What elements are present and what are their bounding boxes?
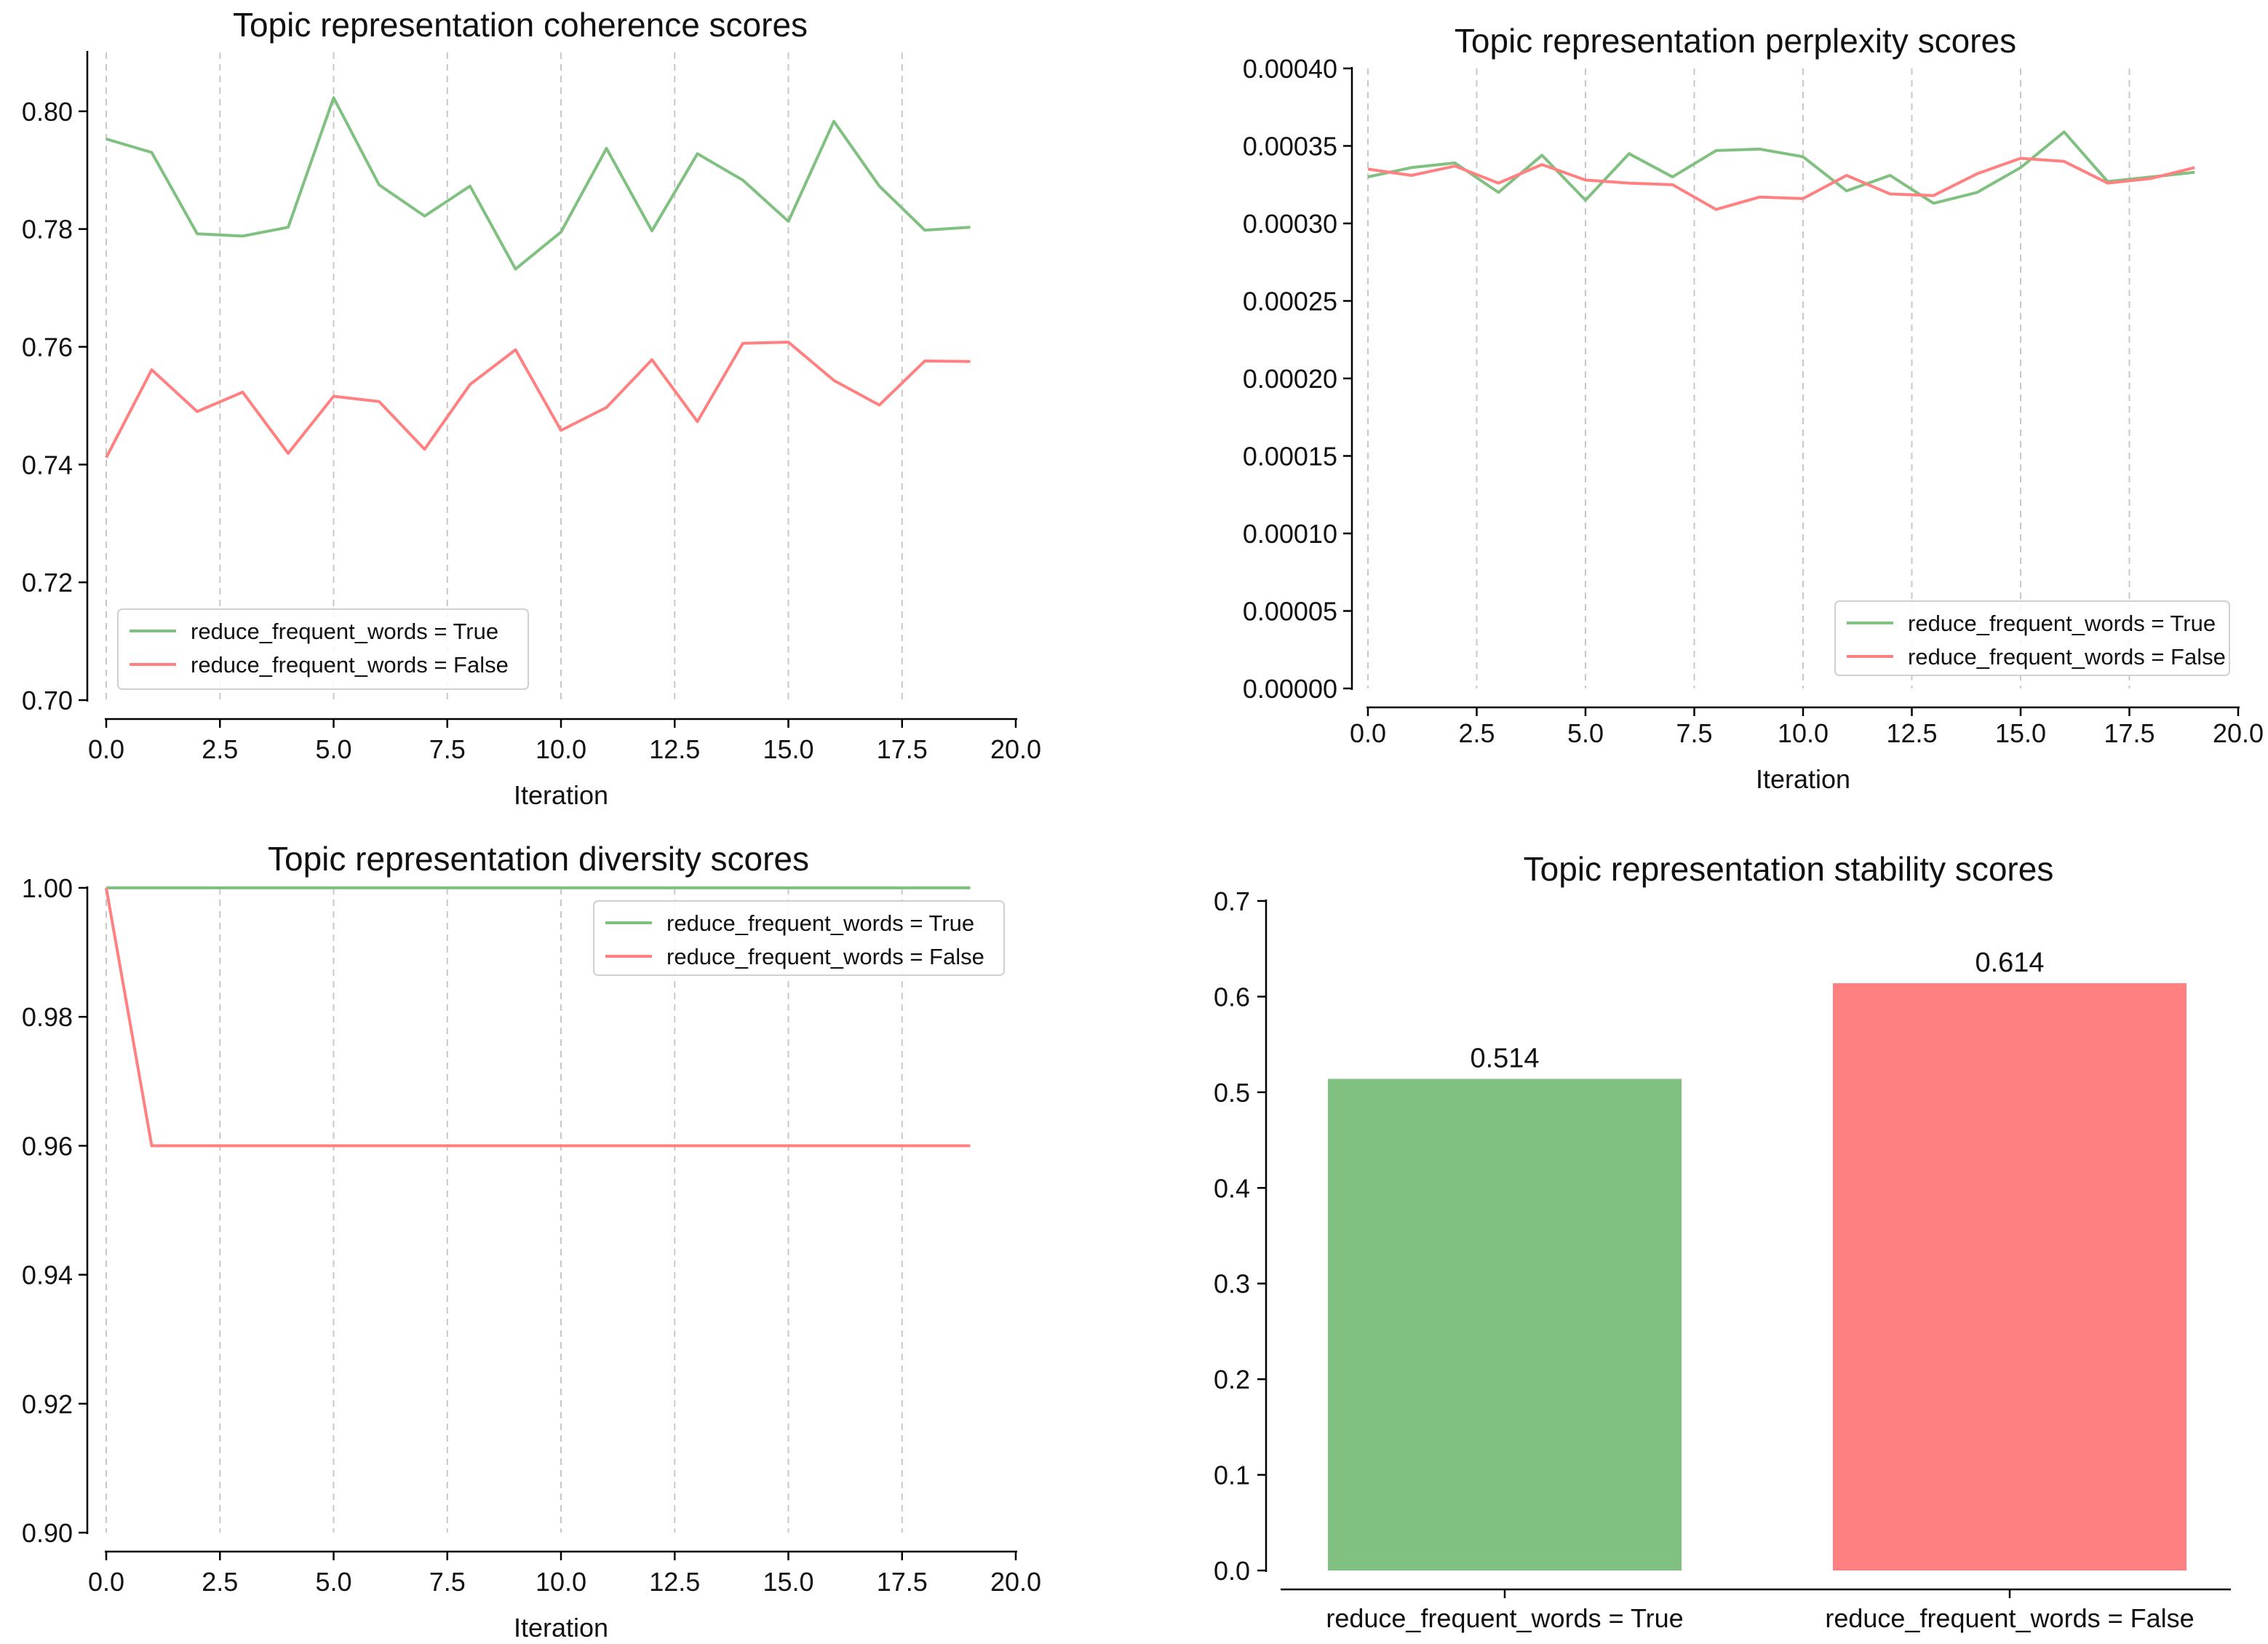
x-tick-label: 5.0 (315, 1567, 351, 1597)
series-line-0 (106, 96, 971, 271)
line-chart-1: Topic representation perplexity scores 0.… (1243, 22, 2264, 794)
line-chart-0: Topic representation coherence scores 0.7… (22, 6, 1041, 810)
x-tick-label: 5.0 (1567, 718, 1604, 748)
y-tick-label: 0.72 (22, 568, 73, 597)
legend-label: reduce_frequent_words = False (667, 944, 984, 969)
y-tick-label: 0.70 (22, 686, 73, 715)
line-chart-2: Topic representation diversity scores 0.9… (22, 840, 1041, 1643)
y-tick-label: 0.3 (1214, 1269, 1250, 1299)
y-tick-label: 0.78 (22, 215, 73, 245)
x-tick-label: 10.0 (1778, 718, 1829, 748)
legend: reduce_frequent_words = True reduce_frequ… (117, 608, 529, 690)
x-tick-label: 10.0 (536, 1567, 586, 1597)
y-tick-label: 0.74 (22, 450, 73, 480)
x-tick-label: 15.0 (1995, 718, 2046, 748)
y-tick-label: 0.80 (22, 97, 73, 127)
x-tick-label: 0.0 (88, 1567, 124, 1597)
x-tick-label: 10.0 (536, 734, 586, 764)
legend-box (117, 608, 529, 690)
y-tick-label: 1.00 (22, 873, 73, 903)
legend-label: reduce_frequent_words = True (191, 619, 498, 644)
x-tick-label: 15.0 (763, 734, 813, 764)
y-tick-label: 0.5 (1214, 1078, 1250, 1108)
x-tick-label: reduce_frequent_words = False (1825, 1603, 2194, 1633)
x-tick-label: 0.0 (88, 734, 124, 764)
x-tick-label: 12.5 (649, 1567, 700, 1597)
y-tick-label: 0.00030 (1243, 209, 1337, 239)
chart-title: Topic representation perplexity scores (1455, 22, 2016, 60)
legend: reduce_frequent_words = True reduce_frequ… (593, 900, 1005, 976)
y-tick-label: 0.96 (22, 1131, 73, 1161)
series-line-1 (105, 887, 971, 1148)
y-tick-label: 0.00035 (1243, 132, 1337, 162)
chart-title: Topic representation coherence scores (233, 6, 808, 44)
y-tick-label: 0.4 (1214, 1173, 1250, 1203)
x-tick-label: 17.5 (2104, 718, 2154, 748)
x-axis-label: Iteration (1756, 764, 1850, 794)
x-tick-label: 12.5 (1886, 718, 1937, 748)
y-tick-label: 0.00000 (1243, 674, 1337, 704)
y-tick-label: 0.2 (1214, 1365, 1250, 1394)
x-tick-label: 17.5 (877, 1567, 928, 1597)
legend-label: reduce_frequent_words = True (667, 910, 974, 936)
x-tick-label: 7.5 (429, 1567, 466, 1597)
bar-data-label: 0.514 (1470, 1043, 1539, 1073)
x-tick-label: 2.5 (1458, 718, 1495, 748)
bar (1833, 983, 2187, 1570)
x-tick-label: 12.5 (649, 734, 700, 764)
x-tick-label: reduce_frequent_words = True (1326, 1603, 1683, 1633)
x-tick-label: 5.0 (315, 734, 351, 764)
chart-title: Topic representation stability scores (1524, 850, 2054, 888)
y-tick-label: 0.00005 (1243, 597, 1337, 627)
x-tick-label: 20.0 (2213, 718, 2264, 748)
x-axis-label: Iteration (514, 1613, 608, 1643)
x-tick-label: 17.5 (877, 734, 928, 764)
series-line-1 (105, 341, 971, 458)
y-tick-label: 0.00015 (1243, 442, 1337, 472)
x-tick-label: 2.5 (202, 1567, 238, 1597)
y-tick-label: 0.0 (1214, 1556, 1250, 1586)
x-tick-label: 7.5 (1676, 718, 1712, 748)
x-axis-label: Iteration (514, 780, 608, 810)
y-tick-label: 0.90 (22, 1518, 73, 1548)
legend-label: reduce_frequent_words = True (1908, 611, 2216, 636)
legend-box (593, 900, 1005, 976)
series-line-0 (1367, 130, 2195, 205)
y-tick-label: 0.00020 (1243, 364, 1337, 394)
bar (1328, 1079, 1682, 1570)
legend-box (1834, 600, 2230, 676)
x-tick-label: 7.5 (429, 734, 466, 764)
y-tick-label: 0.6 (1214, 982, 1250, 1012)
bar-data-label: 0.614 (1975, 948, 2044, 978)
y-tick-label: 0.00010 (1243, 519, 1337, 549)
y-tick-label: 0.76 (22, 333, 73, 362)
series-line-1 (1367, 156, 2195, 211)
y-tick-label: 0.94 (22, 1260, 73, 1290)
x-tick-label: 0.0 (1350, 718, 1386, 748)
y-tick-label: 0.1 (1214, 1461, 1250, 1490)
x-tick-label: 20.0 (990, 1567, 1041, 1597)
y-tick-label: 0.00025 (1243, 287, 1337, 317)
legend-label: reduce_frequent_words = False (191, 652, 509, 678)
y-tick-label: 0.98 (22, 1002, 73, 1032)
y-tick-label: 0.7 (1214, 886, 1250, 916)
legend-label: reduce_frequent_words = False (1908, 644, 2226, 670)
chart-title: Topic representation diversity scores (268, 840, 809, 878)
x-tick-label: 20.0 (990, 734, 1041, 764)
x-tick-label: 15.0 (763, 1567, 813, 1597)
y-tick-label: 0.00040 (1243, 54, 1337, 84)
bar-chart: Topic representation stability scores 0.0… (1214, 850, 2231, 1633)
y-tick-label: 0.92 (22, 1389, 73, 1419)
x-tick-label: 2.5 (202, 734, 238, 764)
legend: reduce_frequent_words = True reduce_frequ… (1834, 600, 2230, 676)
